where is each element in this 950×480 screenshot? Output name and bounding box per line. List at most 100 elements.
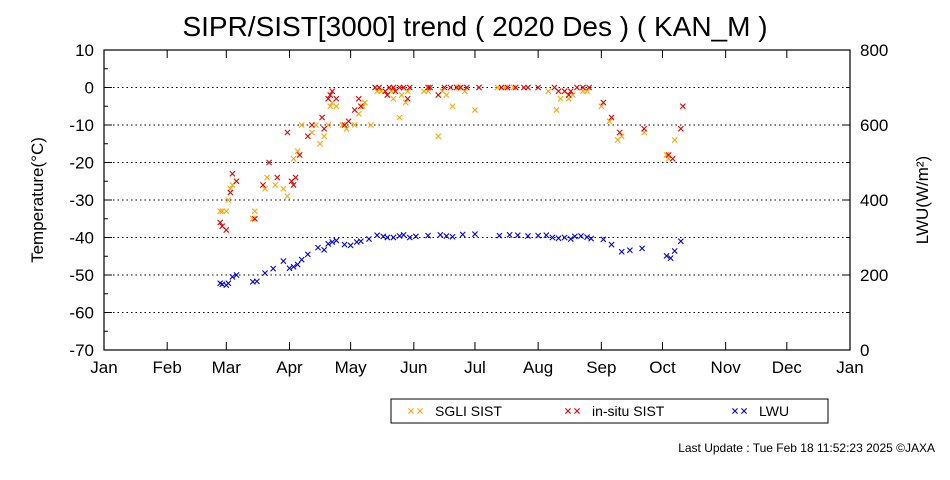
- x-tick-label: May: [335, 358, 368, 377]
- y-axis-label-right: LWU(W/m²): [913, 156, 932, 244]
- data-point: [284, 193, 291, 200]
- data-point: [272, 182, 279, 188]
- data-point: [457, 84, 464, 91]
- last-update-text: Last Update : Tue Feb 18 11:52:23 2025 ©…: [678, 441, 935, 455]
- data-point: [251, 208, 258, 215]
- data-point: [543, 232, 550, 239]
- data-point: [573, 84, 580, 91]
- y-tick-label: 10: [75, 41, 94, 60]
- data-point: [639, 245, 646, 252]
- data-point: [565, 92, 572, 98]
- data-point: [315, 244, 322, 251]
- data-point: [217, 219, 224, 226]
- data-point: [368, 122, 374, 128]
- data-point: [476, 84, 483, 91]
- data-point: [524, 84, 531, 91]
- y-axis-label-left: Temperature(°C): [28, 137, 47, 263]
- data-point: [357, 103, 364, 110]
- data-point: [506, 231, 513, 238]
- data-point: [671, 248, 678, 254]
- data-point: [441, 84, 448, 91]
- data-point: [671, 137, 678, 143]
- data-point: [264, 174, 271, 181]
- data-point: [400, 231, 407, 238]
- x-tick-label: Jul: [464, 358, 486, 377]
- data-point: [345, 118, 352, 125]
- data-point: [327, 103, 334, 110]
- data-point: [608, 114, 615, 121]
- data-point: [227, 189, 234, 196]
- data-point: [524, 233, 531, 239]
- legend-entries: SGLI SIST in-situ SIST LWU: [408, 403, 789, 419]
- data-point: [298, 256, 305, 263]
- legend-label: SGLI SIST: [435, 403, 502, 419]
- data-point: [535, 232, 542, 239]
- data-point: [463, 84, 470, 91]
- y-tick-label: -70: [69, 341, 94, 360]
- x-tick-label: Sep: [586, 358, 616, 377]
- data-point: [580, 84, 586, 91]
- data-point: [641, 125, 648, 132]
- data-point: [667, 255, 674, 262]
- y-tick-label: -60: [69, 304, 94, 323]
- x-tick-label: Apr: [276, 358, 303, 377]
- data-point: [618, 133, 625, 140]
- axis-ticks: [103, 49, 851, 351]
- x-tick-labels: Jan Feb Mar Apr May Jun Jul Aug Sep Oct Nov Dec Jan: [90, 358, 863, 377]
- x-tick-label: Mar: [212, 358, 242, 377]
- data-point: [304, 133, 311, 140]
- data-point: [600, 99, 607, 106]
- legend-marker: [574, 408, 580, 414]
- legend-marker: [732, 408, 738, 414]
- data-point: [347, 242, 354, 249]
- data-point: [333, 103, 340, 110]
- plot-frame: [103, 49, 851, 351]
- data-point: [223, 227, 230, 233]
- legend: SGLI SIST in-situ SIST LWU: [390, 398, 829, 424]
- x-tick-label: Jan: [90, 358, 117, 377]
- data-point: [355, 95, 362, 102]
- data-point: [251, 215, 258, 222]
- data-point: [384, 92, 391, 98]
- data-point: [253, 278, 260, 285]
- data-point: [606, 118, 613, 125]
- y-right-tick-label: 800: [860, 41, 888, 60]
- data-point: [233, 178, 240, 185]
- chart-title: SIPR/SIST[3000] trend ( 2020 Des ) ( KAN…: [182, 11, 767, 42]
- x-tick-label: Feb: [153, 358, 182, 377]
- data-point: [449, 103, 456, 110]
- data-point: [435, 133, 442, 140]
- x-tick-label: Oct: [649, 358, 676, 377]
- data-point: [304, 251, 311, 258]
- data-point: [290, 182, 297, 188]
- data-point: [294, 148, 301, 155]
- data-point: [292, 174, 299, 181]
- data-point: [321, 133, 328, 140]
- data-point: [677, 125, 684, 132]
- data-point: [351, 107, 358, 113]
- x-tick-label: Nov: [711, 358, 742, 377]
- data-point: [549, 234, 556, 241]
- data-point: [471, 107, 478, 113]
- y-right-tick-labels: 800 600 400 200 0: [860, 41, 888, 360]
- data-point: [555, 235, 562, 242]
- data-point: [317, 140, 324, 147]
- data-point: [425, 84, 432, 91]
- legend-label: LWU: [759, 403, 789, 419]
- data-point: [359, 103, 366, 110]
- data-point: [669, 155, 676, 162]
- data-point: [663, 252, 670, 259]
- data-point: [376, 84, 383, 91]
- data-point: [512, 84, 519, 91]
- data-point: [535, 84, 542, 91]
- data-point: [329, 88, 336, 95]
- x-tick-label: Jan: [836, 358, 863, 377]
- y-right-tick-label: 400: [860, 191, 888, 210]
- y-tick-label: -10: [69, 116, 94, 135]
- legend-marker: [565, 408, 571, 414]
- data-point: [351, 122, 358, 128]
- data-point: [400, 84, 407, 91]
- data-point: [223, 208, 230, 215]
- data-point: [321, 125, 328, 132]
- data-point: [225, 197, 232, 203]
